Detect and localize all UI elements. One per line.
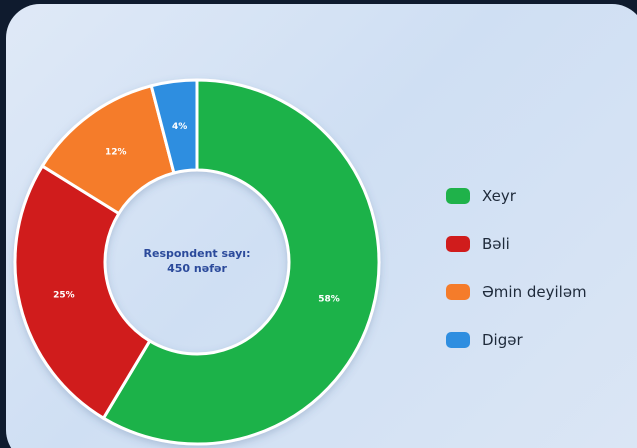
slice-b-li — [13, 163, 152, 421]
legend-swatch — [446, 188, 470, 204]
legend-item-beli: Bəli — [446, 220, 587, 268]
slice-value-label: 58% — [318, 295, 340, 305]
slice-value-label: 12% — [105, 148, 127, 158]
legend-swatch — [446, 332, 470, 348]
slice-xeyr — [101, 78, 381, 446]
chart-legend: Xeyr Bəli Əmin deyiləm Digər — [446, 172, 587, 364]
legend-swatch — [446, 284, 470, 300]
legend-label: Əmin deyiləm — [482, 283, 587, 301]
legend-label: Xeyr — [482, 187, 516, 205]
center-label-line-1: Respondent sayı: — [144, 247, 251, 260]
legend-item-xeyr: Xeyr — [446, 172, 587, 220]
legend-swatch — [446, 236, 470, 252]
slice-value-label: 25% — [53, 290, 75, 300]
slice-value-label: 4% — [172, 122, 187, 132]
legend-label: Digər — [482, 331, 523, 349]
legend-item-diger: Digər — [446, 316, 587, 364]
slice-dig-r — [149, 78, 199, 175]
center-label-line-2: 450 nəfər — [167, 262, 227, 275]
legend-label: Bəli — [482, 235, 510, 253]
legend-item-emin-deyilem: Əmin deyiləm — [446, 268, 587, 316]
